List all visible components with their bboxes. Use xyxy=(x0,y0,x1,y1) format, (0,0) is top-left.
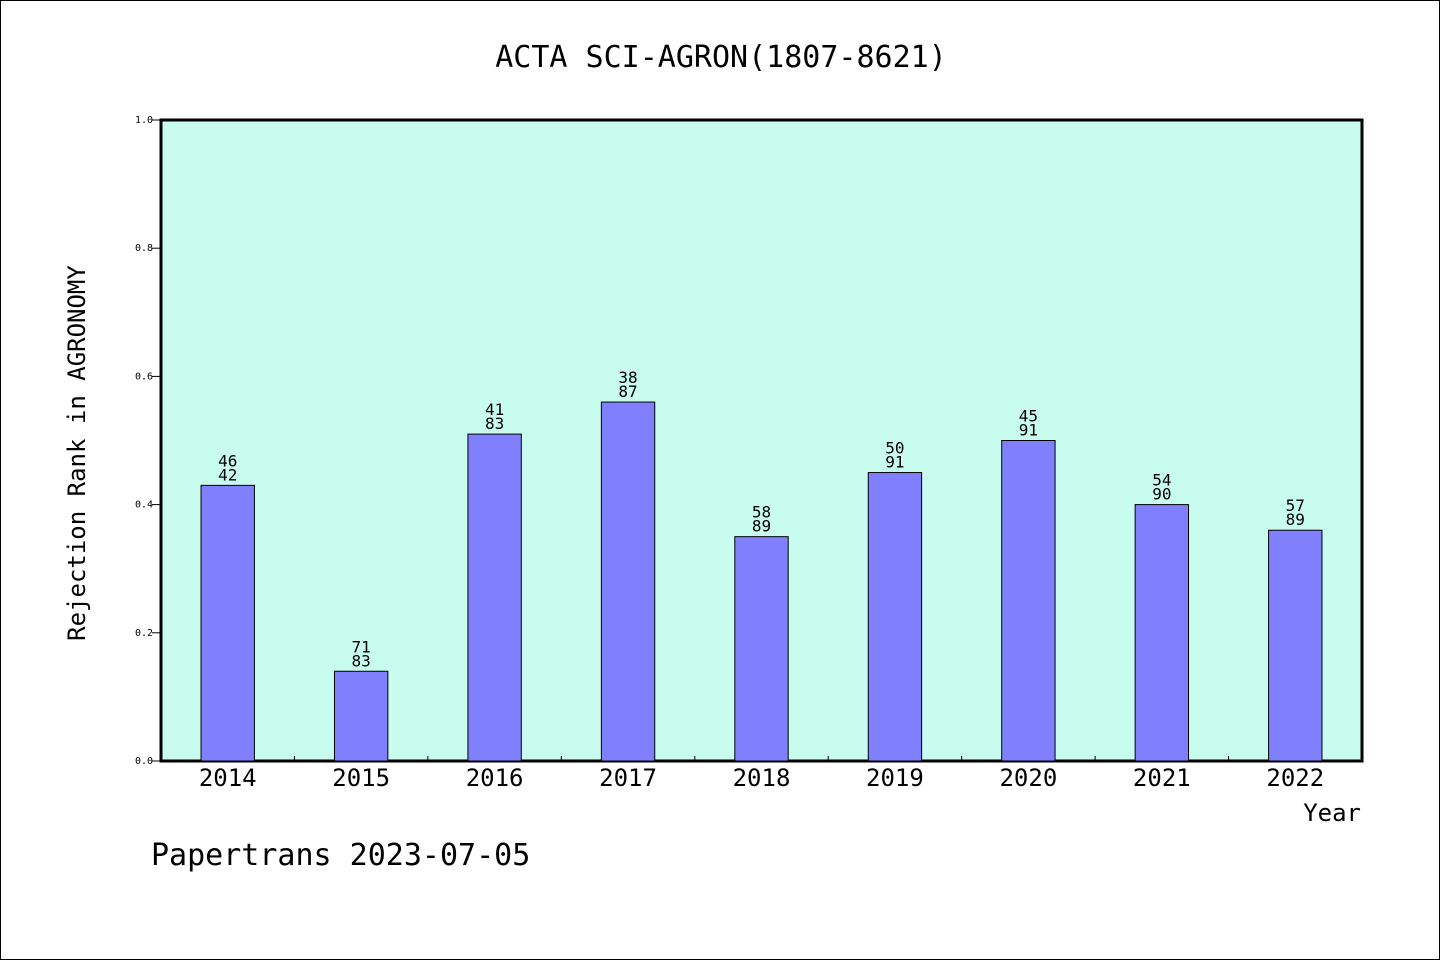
bar-2014 xyxy=(200,484,255,762)
data-label-bottom: 91 xyxy=(885,453,904,472)
bar-series xyxy=(200,401,1323,762)
data-label-top: 57 xyxy=(1286,496,1305,515)
bar-2022 xyxy=(1268,529,1323,762)
data-label-bottom: 89 xyxy=(1286,510,1305,529)
chart-title: ACTA SCI-AGRON(1807-8621) xyxy=(495,40,947,75)
bar-2015 xyxy=(333,670,389,762)
bar-2019 xyxy=(867,472,923,762)
data-label-top: 45 xyxy=(1019,407,1038,426)
bar-2017 xyxy=(600,401,656,762)
x-tick-label: 2016 xyxy=(466,764,524,792)
y-axis-label: Rejection Rank in AGRONOMY xyxy=(63,265,91,641)
x-tick-label: 2014 xyxy=(199,764,257,792)
x-tick-label: 2017 xyxy=(599,764,657,792)
x-tick-label: 2015 xyxy=(332,764,390,792)
data-label-top: 38 xyxy=(618,368,637,387)
y-axis: 0.0 0.2 0.4 0.6 0.8 1.0 xyxy=(135,115,161,767)
y-tick-label: 0.0 xyxy=(135,756,153,767)
bar-2016 xyxy=(467,433,522,762)
x-tick-label: 2021 xyxy=(1133,764,1191,792)
data-label-top: 41 xyxy=(485,400,504,419)
bar-2021 xyxy=(1134,504,1190,762)
y-tick-label: 0.6 xyxy=(135,371,153,382)
y-tick-label: 0.4 xyxy=(135,500,153,511)
y-tick-label: 1.0 xyxy=(135,115,153,126)
footer-credit: Papertrans 2023-07-05 xyxy=(151,838,530,873)
y-tick-label: 0.2 xyxy=(135,628,153,639)
x-tick-label: 2022 xyxy=(1266,764,1324,792)
data-label-bottom: 87 xyxy=(618,382,637,401)
data-label-top: 58 xyxy=(752,503,771,522)
bar-2020 xyxy=(1001,440,1056,762)
bar-2018 xyxy=(734,536,789,762)
data-label-bottom: 83 xyxy=(352,651,371,670)
data-label-bottom: 91 xyxy=(1019,421,1038,440)
data-label-bottom: 42 xyxy=(218,465,237,484)
x-axis-label: Year xyxy=(1303,799,1361,827)
data-label-top: 71 xyxy=(352,637,371,656)
data-label-top: 54 xyxy=(1152,471,1171,490)
x-axis: 2014 2015 2016 2017 2018 2019 2020 2021 2022 xyxy=(199,756,1324,792)
data-label-top: 46 xyxy=(218,451,237,470)
x-tick-label: 2020 xyxy=(999,764,1057,792)
data-label-bottom: 83 xyxy=(485,414,504,433)
data-label-bottom: 90 xyxy=(1152,485,1171,504)
x-tick-label: 2019 xyxy=(866,764,924,792)
data-label-bottom: 89 xyxy=(752,517,771,536)
x-tick-label: 2018 xyxy=(733,764,791,792)
data-label-top: 50 xyxy=(885,439,904,458)
y-tick-label: 0.8 xyxy=(135,243,153,254)
